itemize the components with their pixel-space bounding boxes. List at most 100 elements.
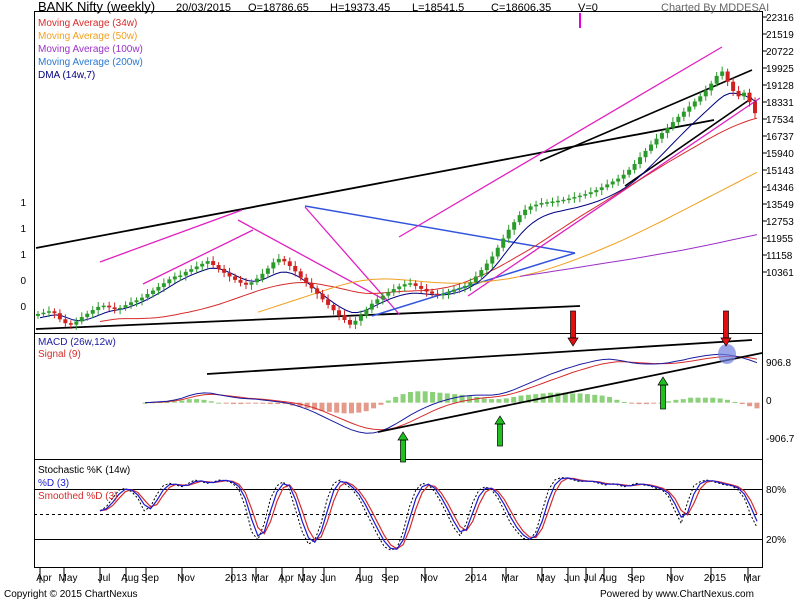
candle-body <box>282 258 287 262</box>
channel-upper-2 <box>398 46 723 238</box>
candle-body <box>473 276 478 283</box>
channel-upper-1 <box>99 209 243 263</box>
macd-histogram-bar <box>371 402 377 409</box>
candle-body <box>692 101 697 107</box>
trendlines <box>35 46 761 330</box>
left-tick-label: 1 <box>20 224 26 235</box>
candle-body <box>599 187 604 191</box>
macd-histogram-bar <box>164 401 170 403</box>
channel-lower-2 <box>467 97 761 297</box>
macd-histogram-bar <box>629 402 635 404</box>
candle-body <box>709 83 714 91</box>
candle-body <box>468 282 473 286</box>
candle-body <box>566 198 571 201</box>
macd-histogram-bar <box>688 397 694 403</box>
left-axis: 1 1 1 0 0 <box>20 198 26 313</box>
triangle-bottom <box>371 252 576 317</box>
price-tick-label: 14346 <box>766 183 794 194</box>
chart-frame <box>34 11 763 568</box>
candle-body <box>534 204 539 207</box>
macd-histogram-bar <box>201 399 207 403</box>
candle-body <box>326 299 331 305</box>
macd-histogram-bar <box>312 402 318 410</box>
sell-arrow-1 <box>567 310 579 347</box>
candle-body <box>194 266 199 270</box>
left-tick-label: 0 <box>20 302 26 313</box>
macd-histogram-bar <box>171 401 177 403</box>
macd-histogram-bar <box>717 398 723 403</box>
macd-histogram-bar <box>666 401 672 403</box>
candle-body <box>358 315 363 321</box>
x-tick-label: Mar <box>501 573 519 584</box>
candle-body <box>309 283 314 289</box>
candle-body <box>156 286 161 291</box>
macd-tick-label: 906.8 <box>766 358 791 369</box>
candle-body <box>254 278 259 283</box>
header-high: H=19373.45 <box>330 2 390 14</box>
candle-body <box>523 209 528 216</box>
macd-histogram-bar <box>739 402 745 405</box>
legend-macd: MACD (26w,12w) <box>38 337 116 348</box>
macd-histogram-bar <box>496 399 502 403</box>
arrow-shaft <box>497 423 503 447</box>
header-low: L=18541.5 <box>412 2 464 14</box>
candle-body <box>402 284 407 287</box>
stoch-d-line <box>99 477 758 550</box>
candle-body <box>238 279 243 283</box>
x-tick-label: Aug <box>599 573 617 584</box>
macd-histogram-bar <box>466 395 472 403</box>
candle-body <box>85 313 90 318</box>
candle-body <box>200 263 205 267</box>
macd-line <box>144 353 758 434</box>
macd-histogram-bar <box>319 402 325 412</box>
macd-histogram-bar <box>253 402 259 404</box>
candle-body <box>561 199 566 202</box>
candle-body <box>265 268 270 274</box>
candle-body <box>118 307 123 310</box>
macd-histogram-bar <box>282 402 288 405</box>
left-tick-label: 0 <box>20 276 26 287</box>
channel-lower-1 <box>142 229 254 285</box>
macd-histogram-bar <box>680 399 686 403</box>
macd-histogram-bar <box>570 393 576 403</box>
x-tick-label: Jul <box>98 573 111 584</box>
macd-histogram-bar <box>592 394 598 403</box>
x-tick-label: Nov <box>177 573 195 584</box>
macd-histogram-bar <box>363 402 369 412</box>
sell-arrow-2 <box>720 310 732 347</box>
macd-histogram-bar <box>614 399 620 403</box>
candle-body <box>446 291 451 294</box>
candle-body <box>736 90 741 97</box>
macd-histogram-bar <box>267 402 273 405</box>
macd-histogram-bar <box>385 400 391 403</box>
macd-histogram-bar <box>437 392 443 403</box>
macd-histogram-bar <box>230 402 236 405</box>
candle-body <box>687 106 692 112</box>
candle-body <box>659 133 664 139</box>
legend-stoch-smoothed: Smoothed %D (3) <box>38 491 117 502</box>
candle-body <box>227 272 232 277</box>
x-tick-label: May <box>537 573 556 584</box>
candle-body <box>172 276 177 280</box>
macd-histogram-bar <box>518 395 524 403</box>
candle-body <box>632 163 637 170</box>
candle-body <box>638 157 643 164</box>
candle-body <box>249 282 254 285</box>
legend-stoch-k: Stochastic %K (14w) <box>38 465 130 476</box>
candle-body <box>315 288 320 294</box>
macd-histogram-bar <box>260 402 266 404</box>
candle-body <box>462 285 467 288</box>
candle-body <box>271 262 276 269</box>
candle-body <box>243 282 248 285</box>
legend-ma200: Moving Average (200w) <box>38 57 143 68</box>
candle-body <box>96 306 101 311</box>
macd-histogram-bar <box>577 393 583 403</box>
legend-ma34: Moving Average (34w) <box>38 18 137 29</box>
price-axis: 22316 21519 20722 19925 19128 18331 17534 16737… <box>763 13 794 279</box>
candle-body <box>643 150 648 158</box>
x-axis: Apr May Jul Aug Sep Nov 2013 Mar Apr May Jun Aug Sep… <box>36 567 761 584</box>
candle-body <box>189 269 194 272</box>
candle-body <box>594 190 599 193</box>
candle-body <box>451 289 456 292</box>
x-tick-label: Sep <box>141 573 159 584</box>
